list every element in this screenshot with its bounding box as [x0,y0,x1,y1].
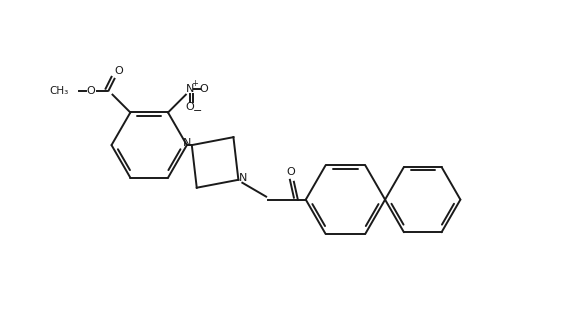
Text: O: O [185,101,194,111]
Text: O: O [287,167,295,177]
Text: O: O [199,84,208,94]
Text: N: N [239,173,248,183]
Text: +: + [191,79,198,88]
Text: N: N [186,84,194,94]
Text: CH₃: CH₃ [50,86,69,96]
Text: −: − [193,106,203,116]
Text: O: O [114,66,123,76]
Text: N: N [182,138,191,148]
Text: O: O [86,86,95,96]
